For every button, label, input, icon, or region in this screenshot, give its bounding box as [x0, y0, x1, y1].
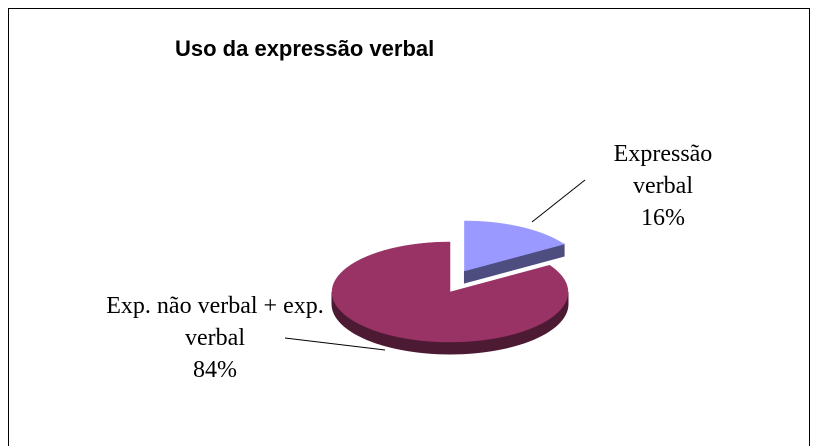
leader-line [531, 179, 586, 223]
slice [464, 220, 565, 272]
slice-value: 16% [641, 205, 685, 231]
slice-label: Exp. não verbal + exp. verbal 84% [95, 290, 335, 386]
slice-name: Expressão verbal [613, 141, 713, 199]
slice-label: Expressão verbal 16% [588, 138, 738, 234]
slice-value: 84% [193, 357, 237, 383]
leader-line [284, 337, 386, 351]
slice [331, 241, 569, 343]
chart-frame [8, 8, 810, 446]
slice-name: Exp. não verbal + exp. verbal [106, 293, 324, 351]
chart-title: Uso da expressão verbal [175, 36, 434, 61]
